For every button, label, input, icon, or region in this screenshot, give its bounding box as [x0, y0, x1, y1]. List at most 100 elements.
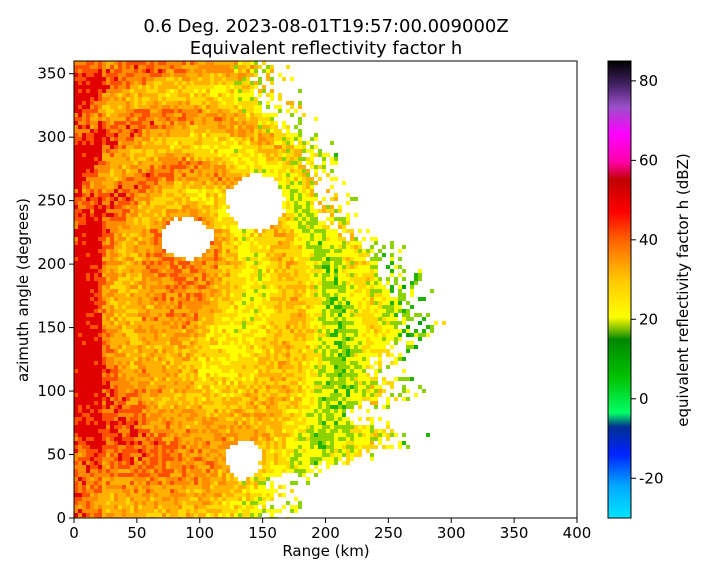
reflectivity-cell — [206, 149, 210, 153]
reflectivity-cell — [162, 393, 166, 397]
reflectivity-cell — [138, 509, 142, 513]
reflectivity-cell — [78, 481, 82, 485]
reflectivity-cell — [254, 325, 258, 329]
reflectivity-cell — [234, 105, 238, 109]
reflectivity-cell — [110, 513, 114, 517]
reflectivity-cell — [190, 129, 194, 133]
reflectivity-cell — [198, 357, 202, 361]
reflectivity-cell — [82, 129, 86, 133]
reflectivity-cell — [78, 429, 82, 433]
reflectivity-cell — [158, 141, 162, 145]
reflectivity-cell — [146, 397, 150, 401]
reflectivity-cell — [122, 357, 126, 361]
reflectivity-cell — [86, 189, 90, 193]
reflectivity-cell — [226, 393, 230, 397]
reflectivity-cell — [138, 305, 142, 309]
reflectivity-cell — [122, 113, 126, 117]
reflectivity-cell — [222, 277, 226, 281]
reflectivity-cell — [154, 489, 158, 493]
reflectivity-cell — [86, 133, 90, 137]
reflectivity-cell — [82, 385, 86, 389]
reflectivity-cell — [158, 177, 162, 181]
reflectivity-cell — [146, 501, 150, 505]
reflectivity-cell — [210, 77, 214, 81]
reflectivity-cell — [78, 265, 82, 269]
reflectivity-cell — [158, 61, 162, 65]
reflectivity-cell — [150, 485, 154, 489]
reflectivity-cell — [166, 441, 170, 445]
reflectivity-cell — [130, 85, 134, 89]
reflectivity-cell — [158, 89, 162, 93]
reflectivity-cell — [234, 493, 238, 497]
reflectivity-cell — [138, 421, 142, 425]
reflectivity-cell — [166, 157, 170, 161]
reflectivity-cell — [78, 225, 82, 229]
reflectivity-cell — [242, 117, 246, 121]
reflectivity-cell — [186, 205, 190, 209]
reflectivity-cell — [230, 225, 234, 229]
reflectivity-cell — [142, 241, 146, 245]
reflectivity-cell — [162, 129, 166, 133]
reflectivity-cell — [78, 193, 82, 197]
reflectivity-cell — [150, 353, 154, 357]
reflectivity-cell — [182, 457, 186, 461]
reflectivity-cell — [218, 397, 222, 401]
reflectivity-cell — [90, 101, 94, 105]
reflectivity-cell — [234, 485, 238, 489]
reflectivity-cell — [214, 425, 218, 429]
reflectivity-cell — [246, 301, 250, 305]
reflectivity-cell — [126, 509, 130, 513]
reflectivity-cell — [102, 213, 106, 217]
reflectivity-cell — [214, 385, 218, 389]
reflectivity-cell — [86, 233, 90, 237]
reflectivity-cell — [242, 321, 246, 325]
reflectivity-cell — [186, 493, 190, 497]
reflectivity-cell — [158, 513, 162, 517]
reflectivity-cell — [82, 125, 86, 129]
reflectivity-cell — [194, 505, 198, 509]
reflectivity-cell — [82, 425, 86, 429]
reflectivity-cell — [202, 257, 206, 261]
reflectivity-cell — [238, 425, 242, 429]
reflectivity-cell — [146, 129, 150, 133]
reflectivity-cell — [126, 449, 130, 453]
reflectivity-cell — [94, 377, 98, 381]
reflectivity-cell — [162, 213, 166, 217]
reflectivity-cell — [102, 353, 106, 357]
reflectivity-cell — [214, 281, 218, 285]
reflectivity-cell — [150, 213, 154, 217]
reflectivity-cell — [242, 385, 246, 389]
reflectivity-cell — [78, 129, 82, 133]
reflectivity-cell — [142, 129, 146, 133]
reflectivity-cell — [142, 205, 146, 209]
reflectivity-cell — [118, 285, 122, 289]
reflectivity-cell — [102, 281, 106, 285]
reflectivity-cell — [90, 105, 94, 109]
reflectivity-cell — [78, 261, 82, 265]
reflectivity-cell — [138, 261, 142, 265]
reflectivity-cell — [122, 441, 126, 445]
reflectivity-cell — [194, 165, 198, 169]
reflectivity-cell — [166, 105, 170, 109]
reflectivity-cell — [142, 113, 146, 117]
reflectivity-cell — [114, 461, 118, 465]
reflectivity-cell — [102, 149, 106, 153]
reflectivity-cell — [90, 325, 94, 329]
reflectivity-cell — [102, 305, 106, 309]
reflectivity-cell — [94, 457, 98, 461]
reflectivity-cell — [82, 413, 86, 417]
reflectivity-cell — [166, 369, 170, 373]
reflectivity-cell — [106, 93, 110, 97]
reflectivity-cell — [106, 129, 110, 133]
reflectivity-cell — [242, 325, 246, 329]
reflectivity-cell — [222, 149, 226, 153]
reflectivity-cell — [218, 173, 222, 177]
reflectivity-cell — [254, 61, 258, 65]
reflectivity-cell — [130, 61, 134, 65]
reflectivity-cell — [78, 385, 82, 389]
reflectivity-cell — [206, 393, 210, 397]
reflectivity-cell — [186, 149, 190, 153]
reflectivity-cell — [218, 277, 222, 281]
reflectivity-cell — [226, 113, 230, 117]
reflectivity-cell — [86, 501, 90, 505]
